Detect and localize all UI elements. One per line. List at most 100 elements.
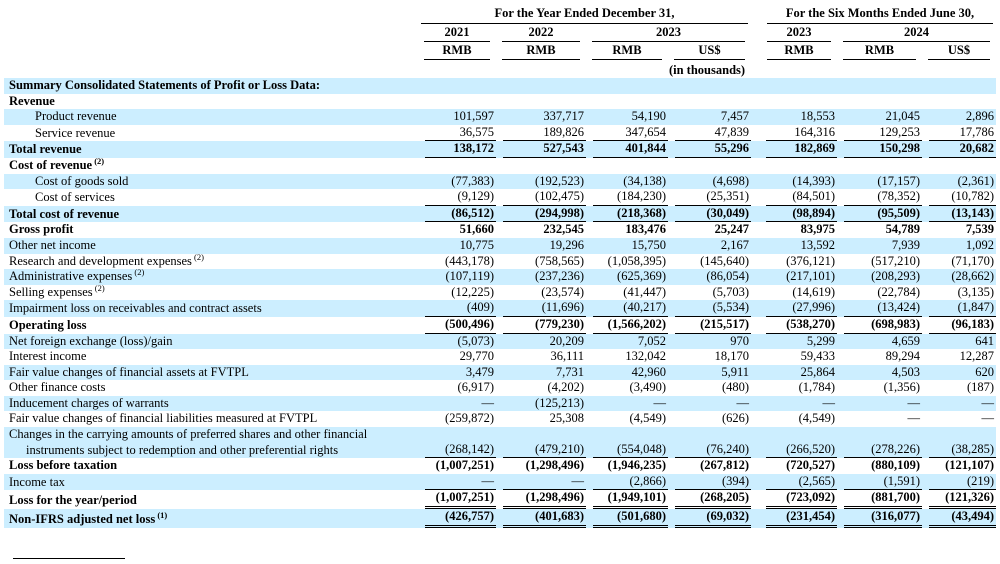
value-cell: (10,782) xyxy=(922,189,997,206)
value-cell: (41,447) xyxy=(623,284,666,299)
row-label: Cost of revenue (2) xyxy=(9,155,105,172)
table-body: Summary Consolidated Statements of Profi… xyxy=(4,78,997,528)
value-cell: 129,253 xyxy=(837,125,923,142)
year-2023-cell: 2023 xyxy=(586,24,751,42)
value-cell: 36,111 xyxy=(550,349,584,364)
row-label: Impairment loss on receivables and contr… xyxy=(4,300,418,317)
value-cell: — xyxy=(586,395,668,412)
value-cell: (125,213) xyxy=(496,395,586,412)
row-label: Non-IFRS adjusted net loss (1) xyxy=(4,509,418,528)
table-row: Service revenue 36,575 189,826 347,654 47,83… xyxy=(4,125,997,142)
section-title: Summary Consolidated Statements of Profi… xyxy=(4,78,997,94)
row-label: Other net income xyxy=(4,237,418,254)
header-spacer xyxy=(4,24,418,42)
value-cell: (231,454) xyxy=(751,509,838,528)
currency-cell: RMB xyxy=(586,42,668,60)
table-row: Gross profit 51,660 232,545 183,476 25,247 83… xyxy=(4,222,996,238)
row-label: Fair value changes of financial liabilit… xyxy=(9,411,318,426)
value-cell: (426,757) xyxy=(418,509,496,528)
value-cell: (720,527) xyxy=(786,458,836,473)
year-ended-header: For the Year Ended December 31, xyxy=(421,7,749,24)
value-cell: (25,351) xyxy=(668,189,752,206)
table-row: Loss for the year/period (1,007,251) (1,29… xyxy=(4,490,997,510)
row-label: Revenue xyxy=(9,93,55,108)
value-cell: 89,294 xyxy=(885,349,921,364)
value-cell xyxy=(922,158,996,174)
value-cell: (4,549) xyxy=(629,411,666,426)
value-cell: (278,226) xyxy=(837,427,923,459)
value-cell xyxy=(496,94,586,110)
value-cell: 5,299 xyxy=(751,333,838,350)
value-cell: — xyxy=(418,473,496,491)
value-cell: 19,296 xyxy=(496,237,586,254)
value-cell: (409) xyxy=(418,300,496,317)
value-cell: (1,007,251) xyxy=(418,490,496,510)
currency-label: RMB xyxy=(767,44,832,60)
value-cell: (501,680) xyxy=(586,509,668,528)
value-cell xyxy=(751,94,837,110)
table-row: Cost of services (9,129) (102,475) (184,230… xyxy=(4,189,997,206)
table-row: Changes in the carrying amounts of prefe… xyxy=(4,427,997,459)
year-2021-cell: 2021 xyxy=(418,24,496,42)
value-cell: (13,143) xyxy=(922,205,997,223)
value-cell: (86,054) xyxy=(668,269,752,285)
value-cell: 7,731 xyxy=(496,364,586,381)
value-cell: 182,869 xyxy=(751,141,838,158)
value-cell: 4,503 xyxy=(837,364,923,381)
value-cell: 17,786 xyxy=(922,125,997,142)
value-cell: (219) xyxy=(922,473,997,491)
value-cell: (1,566,202) xyxy=(586,317,668,334)
value-cell: 54,190 xyxy=(586,109,668,125)
value-cell: (758,565) xyxy=(535,253,584,268)
value-cell xyxy=(837,158,922,174)
year-label: 2023 xyxy=(592,26,746,42)
value-cell: 7,939 xyxy=(837,237,923,254)
table-row: Product revenue 101,597 337,717 54,190 7,457… xyxy=(4,109,997,125)
value-cell: (538,270) xyxy=(751,317,838,334)
value-cell: 347,654 xyxy=(586,125,668,142)
value-cell: (268,142) xyxy=(418,427,496,459)
value-cell: (266,520) xyxy=(751,427,838,459)
value-cell: 164,316 xyxy=(751,125,838,142)
value-cell: 1,092 xyxy=(922,237,997,254)
value-cell: (259,872) xyxy=(445,411,494,426)
value-cell: (517,210) xyxy=(871,253,921,268)
units-note-cell: (in thousands) xyxy=(418,60,996,78)
value-cell: (107,119) xyxy=(418,269,496,285)
table-row: Total cost of revenue (86,512) (294,998) (2… xyxy=(4,205,997,223)
row-label: Loss before taxation xyxy=(9,458,118,473)
currency-cell: RMB xyxy=(418,42,496,60)
value-cell: (2,866) xyxy=(586,473,668,491)
value-cell: 18,170 xyxy=(714,349,750,364)
value-cell: (3,135) xyxy=(957,284,995,299)
value-cell: (5,073) xyxy=(418,333,496,350)
value-cell: (78,352) xyxy=(837,189,923,206)
value-cell: (98,894) xyxy=(751,205,838,223)
currency-cell: US$ xyxy=(668,42,751,60)
value-cell: 7,457 xyxy=(668,109,752,125)
table-row: Cost of goods sold (77,383) (192,523) (34,1… xyxy=(4,173,997,190)
value-cell: (267,812) xyxy=(700,458,750,473)
row-label: Total cost of revenue xyxy=(4,205,418,223)
table-row: Income tax — — (2,866) (394) (2,565) (1,591) (2… xyxy=(4,473,997,491)
value-cell: (77,383) xyxy=(418,173,496,190)
value-cell: — xyxy=(496,473,586,491)
row-label: Inducement charges of warrants xyxy=(4,395,418,412)
value-cell xyxy=(418,158,496,174)
value-cell: — xyxy=(418,395,496,412)
value-cell: (218,368) xyxy=(586,205,668,223)
currency-label: US$ xyxy=(674,44,746,60)
table-row: Other finance costs (6,917) (4,202) (3,490)… xyxy=(4,380,996,396)
value-cell: 5,911 xyxy=(668,364,752,381)
table-row: Cost of revenue (2) xyxy=(4,155,996,174)
row-label: Gross profit xyxy=(9,222,74,237)
value-cell: 10,775 xyxy=(418,237,496,254)
value-cell: 138,172 xyxy=(418,141,496,158)
value-cell: (121,326) xyxy=(922,490,997,510)
value-cell: 401,844 xyxy=(586,141,668,158)
profit-loss-table: For the Year Ended December 31, For the … xyxy=(4,5,997,528)
value-cell: 970 xyxy=(668,333,752,350)
value-cell: 7,052 xyxy=(586,333,668,350)
value-cell: (17,157) xyxy=(837,173,923,190)
value-cell: (86,512) xyxy=(418,205,496,223)
